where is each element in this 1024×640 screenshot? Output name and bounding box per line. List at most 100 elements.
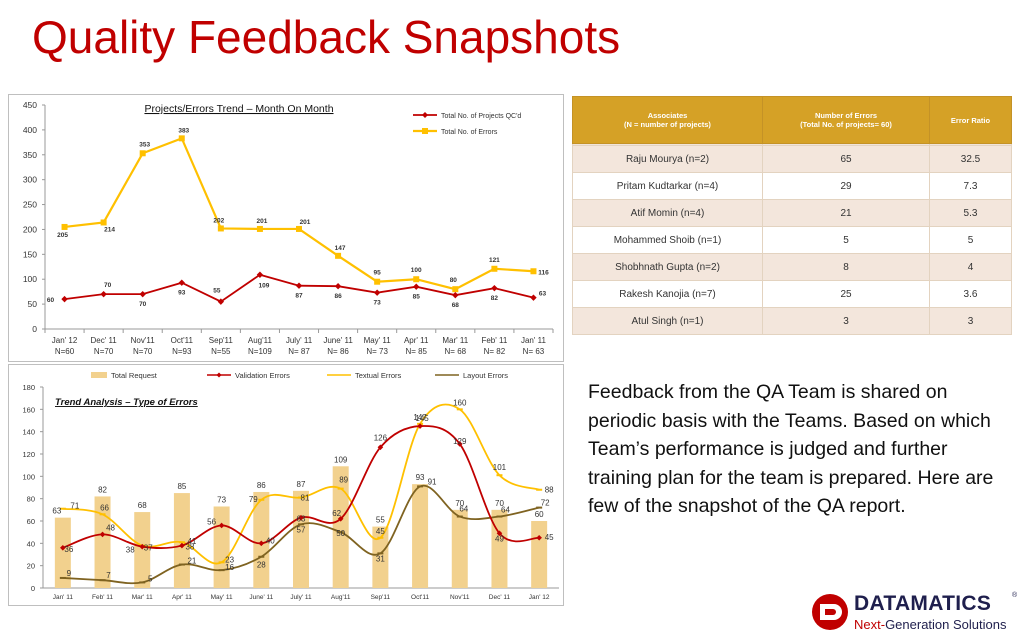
x-tick-label: Jan' 11 [53,594,74,601]
legend-label-total-errors: Total No. of Errors [441,129,498,136]
x-tick-sublabel: N=109 [248,347,272,356]
data-label-layout-errors: 91 [428,477,437,486]
y-tick-label: 300 [23,175,37,185]
logo-tagline: Next-Generation Solutions [854,617,1006,632]
table-row: Atif Momin (n=4) 21 5.3 [572,199,1012,227]
data-label-projects-qcd: 109 [258,283,269,290]
data-label-projects-qcd: 55 [213,288,221,295]
data-point-projects-qcd [139,290,146,298]
data-label-validation-errors: 126 [374,433,388,442]
data-label-layout-errors: 5 [148,574,153,583]
table-row: Raju Mourya (n=2) 65 32.5 [572,145,1012,173]
associate-cell: Pritam Kudtarkar (n=4) [572,172,763,200]
data-label-validation-errors: 56 [207,517,216,526]
type-of-errors-svg: 0 20 40 60 80 100 120 140 160 180 Jan' 11 Feb' 11 Ma… [22,371,559,601]
data-label-layout-errors: 31 [376,554,385,563]
x-tick-label: Apr' 11 [172,594,192,601]
data-label-textual-errors: 101 [493,463,507,472]
associates-error-table: Associates (N = number of projects) Numb… [572,96,1012,335]
page-title: Quality Feedback Snapshots [32,11,621,63]
data-label-textual-errors: 38 [126,546,135,555]
data-label-total-request: 70 [495,499,504,508]
data-label-validation-errors: 37 [144,544,153,553]
y-tick-label: 140 [22,428,35,437]
data-point-total-errors [335,252,342,259]
data-label-projects-qcd: 87 [295,293,303,300]
data-point-projects-qcd [100,290,107,298]
data-point-total-errors [374,278,381,285]
bar-total-request [253,491,270,588]
data-label-total-errors: 100 [411,267,422,274]
x-tick-sublabel: N= 63 [523,347,545,356]
data-label-layout-errors: 64 [501,506,510,515]
data-point-projects-qcd [295,282,303,289]
data-label-total-request: 73 [217,495,226,504]
data-label-textual-errors: 160 [453,398,467,407]
data-point-validation-errors [99,531,106,538]
chart-title: Projects/Errors Trend – Month On Month [144,103,333,115]
data-label-total-request: 63 [52,507,61,516]
data-label-total-request: 85 [177,482,186,491]
x-tick-label: Oct'11 [171,336,194,345]
x-tick-label: June' 11 [323,336,353,345]
data-point-validation-errors [298,514,304,521]
legend-label-total-request: Total Request [111,371,158,380]
x-tick-sublabel: N=55 [211,347,231,356]
data-point-total-errors [413,276,420,283]
x-tick-label: Dec' 11 [90,336,117,345]
errors-cell: 65 [762,145,930,173]
data-label-total-errors: 214 [104,226,115,233]
x-tick-sublabel: N=70 [133,347,153,356]
logo-wordmark: DATAMATICS [854,592,992,615]
data-label-textual-errors: 147 [413,413,427,422]
y-tick-label: 450 [23,100,37,110]
y-tick-label: 200 [23,224,37,234]
legend-marker-validation-errors [216,372,222,378]
data-label-layout-errors: 16 [225,563,234,572]
col-header-associates: Associates (N = number of projects) [572,96,763,144]
data-label-validation-errors: 38 [185,543,194,552]
data-label-validation-errors: 36 [64,545,73,554]
data-point-total-errors [530,268,537,275]
y-tick-label: 50 [28,299,38,309]
data-label-layout-errors: 57 [297,525,306,534]
data-point-projects-qcd [373,289,381,296]
data-label-validation-errors: 49 [495,534,504,543]
data-point-total-errors [178,135,185,142]
data-label-total-errors: 116 [538,269,549,276]
data-label-total-request: 55 [376,516,385,525]
data-label-textual-errors: 88 [545,486,554,495]
x-tick-label: Mar' 11 [442,336,468,345]
x-tick-sublabel: N=60 [55,347,75,356]
x-tick-label: May' 11 [364,336,392,345]
errors-cell: 8 [762,253,930,281]
x-tick-label: Apr' 11 [404,336,429,345]
errors-cell: 25 [762,280,930,308]
series-line-total-errors [64,136,534,291]
y-tick-label: 160 [22,405,35,414]
col-header-errors-line1: Number of Errors [814,111,878,120]
data-label-projects-qcd: 86 [334,293,342,300]
bar-total-request [94,496,111,588]
x-tick-sublabel: N= 86 [327,347,349,356]
data-point-total-errors [139,150,146,157]
data-point-projects-qcd [256,271,264,278]
errors-cell: 29 [762,172,930,200]
associate-cell: Raju Mourya (n=2) [572,145,763,173]
data-point-projects-qcd [530,294,537,301]
data-label-total-request: 86 [257,481,266,490]
ratio-cell: 5 [929,226,1012,254]
data-label-validation-errors: 145 [415,414,429,423]
errors-cell: 21 [762,199,930,227]
x-tick-label: Feb' 11 [92,594,113,601]
description-paragraph: Feedback from the QA Team is shared on p… [588,381,994,517]
table-row: Shobhnath Gupta (n=2) 8 4 [572,253,1012,281]
col-header-errors-line2: (Total No. of projects= 60) [800,120,892,129]
table-header-row: Associates (N = number of projects) Numb… [572,96,1012,144]
data-point-validation-errors [139,543,146,550]
data-label-total-request: 60 [535,510,544,519]
data-label-validation-errors: 48 [106,523,115,532]
bar-total-request [332,466,349,588]
data-label-projects-qcd: 70 [139,301,147,308]
col-header-associates-line1: Associates [647,111,688,120]
